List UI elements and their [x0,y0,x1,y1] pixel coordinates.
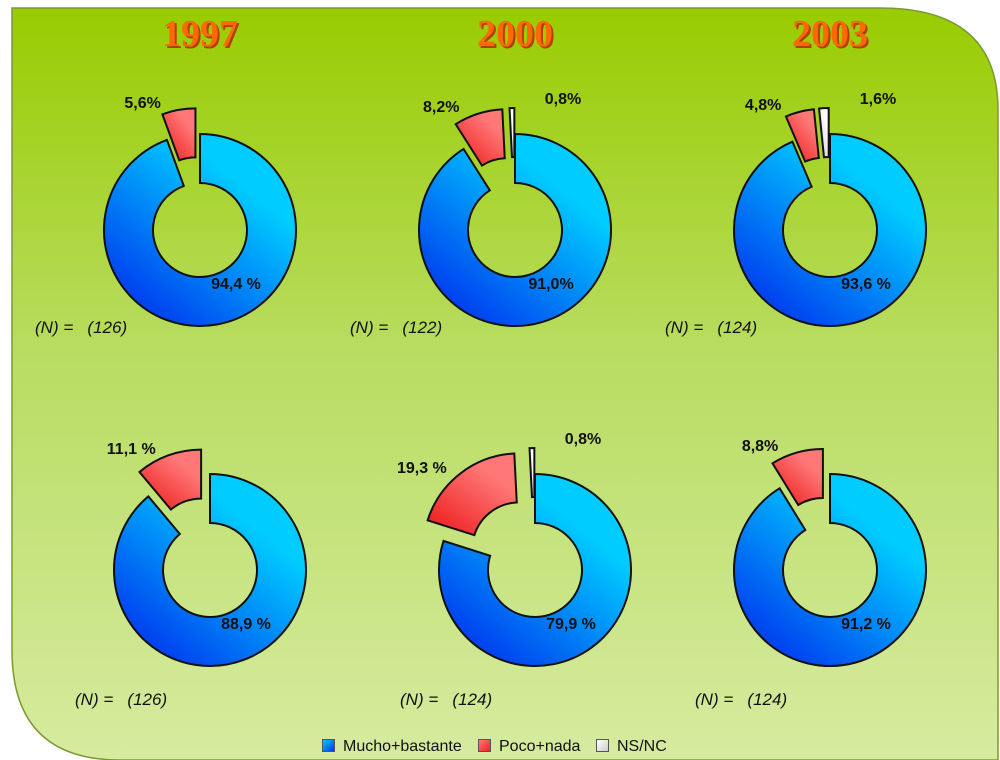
value-label: 8,8% [741,437,779,455]
value-label: 19,3 % [396,459,447,477]
chart-title: 1997 [162,13,238,55]
value-label: 0,8% [564,431,602,448]
donut-slice [426,452,518,537]
n-label: (N) = (124) [400,690,493,709]
value-label: 94,4 % [211,276,261,293]
n-label: (N) = (122) [350,318,443,337]
donut-slice [784,108,820,163]
value-label: 4,8% [744,97,782,115]
donut-slice [161,107,197,162]
value-label: 8,2% [422,99,460,117]
legend-item: Poco+nada [478,738,580,756]
legend-label: Poco+nada [499,738,581,755]
donut-slice [418,132,612,327]
legend-swatch [322,739,335,752]
value-label: 11,1 % [106,440,156,458]
legend-item: Mucho+bastante [322,738,462,756]
donut-slice [103,132,297,327]
n-label: (N) = (124) [665,318,758,337]
value-label: 0,8% [544,91,582,108]
donut-slice [733,472,927,667]
n-label: (N) = (126) [35,318,128,337]
donut-slice [771,447,824,507]
chart-title: 2003 [792,13,868,55]
n-label: (N) = (126) [75,690,168,709]
donut-slice [113,472,307,667]
donut-slice [733,132,927,327]
donut-slice [508,107,516,159]
legend-label: NS/NC [617,738,667,755]
legend-item: NS/NC [596,738,667,756]
value-label: 91,2 % [841,616,891,633]
value-label: 1,6% [859,91,897,108]
value-label: 5,6% [124,94,161,112]
value-label: 88,9 % [221,616,271,633]
value-label: 79,9 % [546,616,596,633]
legend-label: Mucho+bastante [343,738,462,755]
chart-title: 2000 [477,13,553,55]
donut-slice [438,472,632,667]
donut-slice [528,447,536,499]
value-label: 91,0% [528,276,574,293]
donut-slice [817,107,830,159]
legend-swatch [478,739,491,752]
legend-swatch [596,739,609,752]
donut-slice [138,448,203,511]
n-label: (N) = (124) [695,690,788,709]
value-label: 93,6 % [841,276,891,293]
donut-slice [454,108,506,167]
